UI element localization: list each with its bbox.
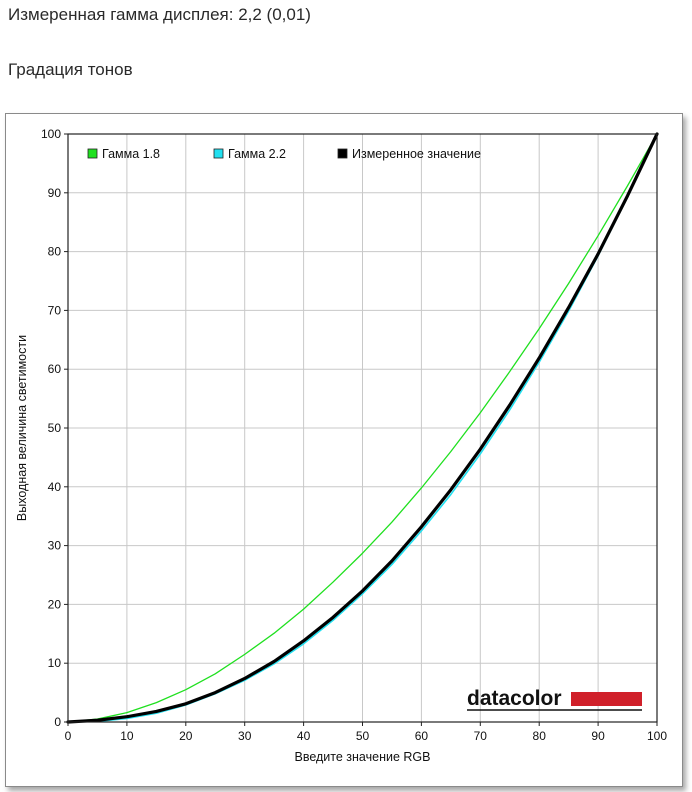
x-tick-label: 30	[238, 729, 252, 743]
y-tick-label: 90	[48, 186, 62, 200]
x-tick-label: 70	[474, 729, 488, 743]
y-tick-label: 80	[48, 245, 62, 259]
chart-grid	[68, 134, 657, 722]
x-tick-label: 90	[591, 729, 605, 743]
tone-response-chart: 0 10 20 30 40 50 60 70 80 90 100 0 10 20 30 40 50 60 70 80…	[5, 113, 683, 787]
legend-label: Гамма 2.2	[228, 147, 286, 161]
x-tick-label: 50	[356, 729, 370, 743]
logo-wordmark: datacolor	[467, 687, 562, 710]
logo-color-bar	[571, 692, 642, 706]
x-tick-label: 100	[647, 729, 667, 743]
section-heading: Градация тонов	[8, 60, 133, 79]
y-tick-label: 70	[48, 303, 62, 317]
y-tick-label: 30	[48, 539, 62, 553]
legend-label: Гамма 1.8	[102, 147, 160, 161]
measured-gamma-text: Измеренная гамма дисплея: 2,2 (0,01)	[8, 5, 311, 24]
legend-swatch	[213, 148, 224, 159]
y-tick-label: 0	[54, 715, 61, 729]
series-line-3	[66, 132, 659, 724]
chart-series-group	[66, 132, 659, 724]
y-tick-label: 10	[48, 656, 62, 670]
x-tick-label: 40	[297, 729, 311, 743]
y-axis-title: Выходная величина светимости	[15, 335, 29, 521]
y-tick-label: 40	[48, 480, 62, 494]
legend-swatch	[87, 148, 98, 159]
x-tick-label: 80	[533, 729, 547, 743]
x-axis-title: Введите значение RGB	[295, 750, 431, 764]
y-tick-label: 60	[48, 362, 62, 376]
legend-swatch	[337, 148, 348, 159]
series-line-1	[67, 133, 658, 723]
x-tick-label: 10	[120, 729, 134, 743]
y-tick-label: 100	[41, 127, 61, 141]
chart-legend: Гамма 1.8 Гамма 2.2 Измеренное значение	[87, 147, 481, 161]
chart-svg: 0 10 20 30 40 50 60 70 80 90 100 0 10 20 30 40 50 60 70 80…	[15, 127, 667, 764]
x-tick-label: 20	[179, 729, 193, 743]
x-tick-label: 0	[65, 729, 72, 743]
x-axis-ticks: 0 10 20 30 40 50 60 70 80 90 100	[65, 722, 667, 743]
datacolor-logo: datacolor	[467, 687, 642, 711]
y-tick-label: 20	[48, 597, 62, 611]
x-tick-label: 60	[415, 729, 429, 743]
legend-label: Измеренное значение	[352, 147, 481, 161]
y-axis-ticks: 0 10 20 30 40 50 60 70 80 90 100	[41, 127, 68, 729]
y-tick-label: 50	[48, 421, 62, 435]
